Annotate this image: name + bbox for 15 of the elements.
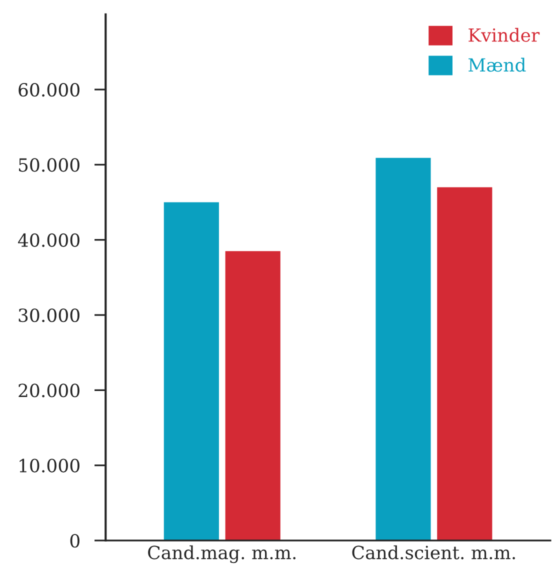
legend-label: Kvinder [468, 28, 540, 42]
y-tick-label: 40.000 [18, 233, 80, 247]
y-tick-label: 50.000 [18, 158, 80, 172]
legend-label: Mænd [468, 58, 526, 72]
y-tick-label: 0 [70, 534, 80, 548]
y-tick-label: 20.000 [18, 384, 80, 398]
bar [225, 251, 280, 540]
y-tick-label: 10.000 [20, 458, 80, 472]
x-tick-label: Cand.mag. m.m. [148, 545, 296, 564]
y-tick-label: 60.000 [18, 82, 80, 97]
x-tick-label: Cand.scient. m.m. [352, 545, 515, 560]
bar [164, 202, 219, 540]
y-tick-label: 30.000 [18, 308, 80, 322]
bar [376, 158, 431, 540]
bar [437, 187, 492, 540]
